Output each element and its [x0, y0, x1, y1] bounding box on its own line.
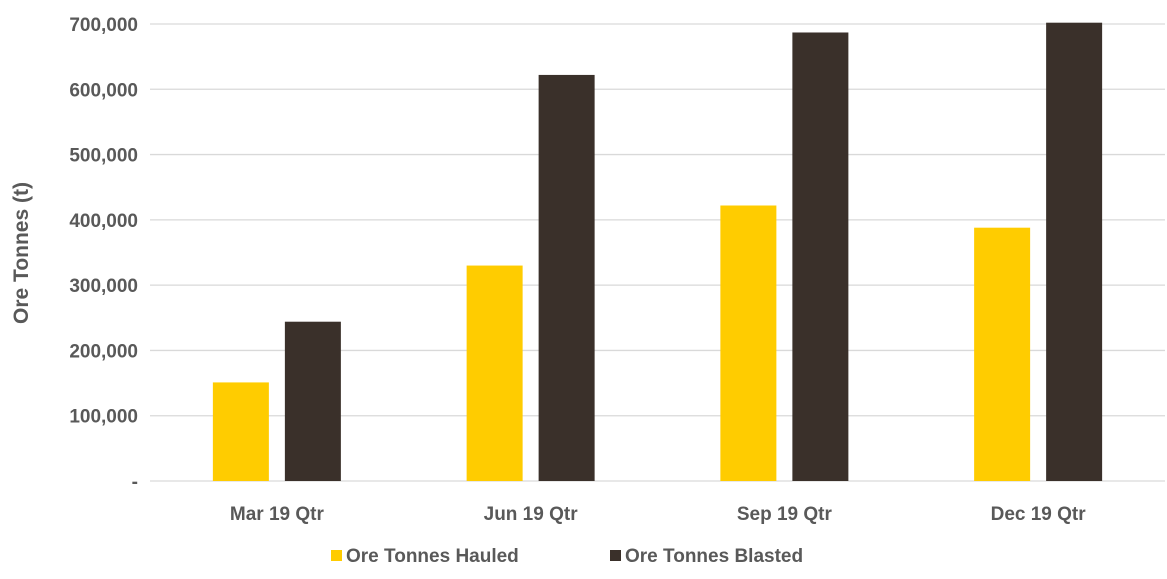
bar-ore-tonnes-hauled	[720, 205, 777, 481]
bar-ore-tonnes-blasted	[792, 32, 849, 481]
bar-ore-tonnes-blasted	[284, 321, 341, 481]
x-tick-label: Dec 19 Qtr	[991, 504, 1087, 525]
legend-label: Ore Tonnes Hauled	[346, 546, 519, 567]
bars	[212, 22, 1103, 482]
bar-ore-tonnes-blasted	[1046, 22, 1103, 482]
y-tick-label: 500,000	[69, 146, 138, 167]
bar-ore-tonnes-hauled	[466, 265, 523, 481]
y-tick-label: 300,000	[69, 276, 138, 297]
y-tick-label: 400,000	[69, 211, 138, 232]
y-tick-label: 200,000	[69, 341, 138, 362]
legend: Ore Tonnes Hauled Ore Tonnes Blasted	[331, 546, 803, 567]
legend-swatch	[331, 550, 342, 561]
legend-label: Ore Tonnes Blasted	[625, 546, 803, 567]
y-axis: - 100,000 200,000 300,000 400,000 500,000 600,…	[69, 15, 138, 493]
y-tick-label: 600,000	[69, 80, 138, 101]
y-tick-label: 700,000	[69, 15, 138, 36]
y-tick-label: -	[132, 472, 138, 493]
x-axis: Mar 19 Qtr Jun 19 Qtr Sep 19 Qtr Dec 19 Qtr	[230, 504, 1086, 525]
x-tick-label: Mar 19 Qtr	[230, 504, 325, 525]
y-tick-label: 100,000	[69, 407, 138, 428]
x-tick-label: Jun 19 Qtr	[484, 504, 579, 525]
x-tick-label: Sep 19 Qtr	[737, 504, 833, 525]
bar-ore-tonnes-hauled	[212, 382, 269, 481]
bar-ore-tonnes-blasted	[538, 74, 595, 482]
bar-ore-tonnes-hauled	[974, 227, 1031, 481]
y-axis-title: Ore Tonnes (t)	[10, 182, 33, 324]
legend-swatch	[610, 550, 621, 561]
